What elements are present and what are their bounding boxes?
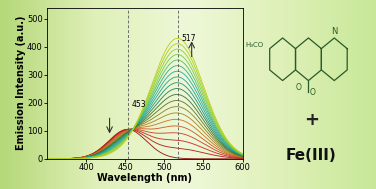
Text: +: + — [304, 111, 318, 129]
Y-axis label: Emission Intensity (a.u.): Emission Intensity (a.u.) — [15, 16, 26, 150]
Text: N: N — [331, 27, 338, 36]
Text: 517: 517 — [182, 34, 196, 43]
X-axis label: Wavelength (nm): Wavelength (nm) — [97, 173, 192, 183]
Text: O: O — [310, 88, 315, 97]
Text: O: O — [295, 83, 301, 92]
Text: 453: 453 — [132, 100, 146, 109]
Text: Fe(III): Fe(III) — [286, 148, 337, 163]
Text: H₃CO: H₃CO — [245, 42, 263, 48]
